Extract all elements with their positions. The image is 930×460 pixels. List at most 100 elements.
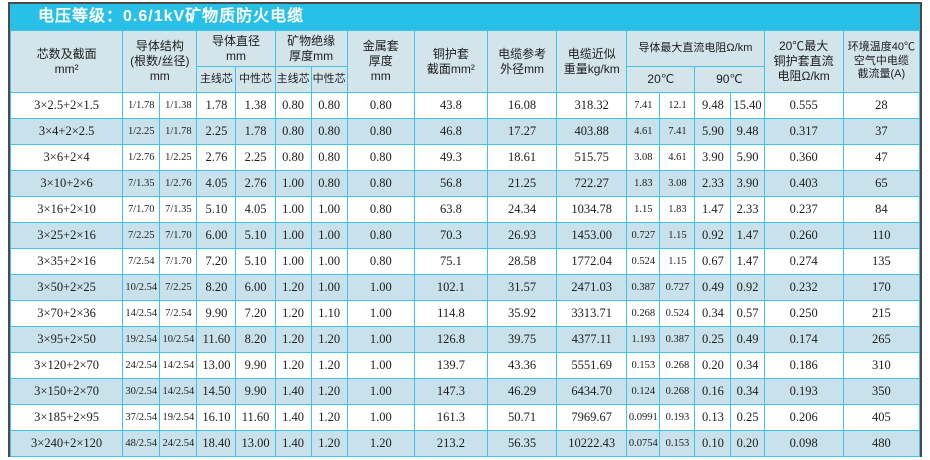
table-cell: 21.25 (486, 170, 558, 197)
header-core-size: 芯数及截面 mm² (9, 30, 124, 93)
table-cell: 16.08 (486, 92, 558, 119)
table-cell: 5.90 (730, 144, 765, 171)
table-cell: 1.20 (274, 326, 312, 353)
table-row: 3×35+2×16 7/2.54 7/1.70 7.20 5.10 1.00 1.00 0.8… (9, 248, 921, 275)
table-cell: 0.80 (346, 144, 415, 171)
table-cell: 63.8 (413, 196, 489, 223)
table-cell: 3×120+2×70 (9, 352, 124, 379)
table-cell: 0.34 (730, 378, 765, 405)
table-cell: 46.29 (486, 378, 558, 405)
table-cell: 1.00 (310, 222, 348, 249)
table-cell: 0.34 (694, 300, 732, 327)
table-cell: 1/1.78 (122, 92, 161, 119)
table-cell: 3×150+2×70 (9, 378, 124, 405)
table-cell: 14.50 (196, 378, 237, 405)
table-cell: 48/2.54 (122, 430, 161, 457)
table-cell: 9.90 (235, 352, 276, 379)
table-cell: 0.186 (763, 352, 844, 379)
table-cell: 0.80 (274, 118, 312, 145)
table-cell: 37 (842, 118, 921, 145)
table-cell: 3.08 (626, 144, 661, 171)
table-cell: 7.20 (196, 248, 237, 275)
table-cell: 7/1.35 (159, 196, 198, 223)
table-cell: 0.92 (694, 222, 732, 249)
table-cell: 1/2.25 (122, 118, 161, 145)
header-temp-20c: 20℃ (626, 66, 696, 93)
header-mineral-insulation: 矿物绝缘 厚度mm (274, 30, 348, 67)
table-cell: 18.40 (196, 430, 237, 457)
table-cell: 2.25 (235, 144, 276, 171)
table-cell: 1.00 (310, 248, 348, 275)
table-cell: 0.80 (310, 144, 348, 171)
table-cell: 3×50+2×25 (9, 274, 124, 301)
table-cell: 3×6+2×4 (9, 144, 124, 171)
table-cell: 1.10 (310, 300, 348, 327)
table-cell: 1.20 (310, 378, 348, 405)
table-cell: 10222.43 (556, 430, 628, 457)
table-cell: 11.60 (235, 404, 276, 431)
table-cell: 13.00 (196, 352, 237, 379)
table-cell: 84 (842, 196, 921, 223)
table-cell: 1.20 (310, 404, 348, 431)
table-cell: 14/2.54 (122, 300, 161, 327)
table-cell: 213.2 (413, 430, 489, 457)
table-row: 3×6+2×4 1/2.76 1/2.25 2.76 2.25 0.80 0.80 0.80 4… (9, 144, 921, 171)
table-cell: 265 (842, 326, 921, 353)
table-cell: 7/1.35 (122, 170, 161, 197)
table-cell: 3×2.5+2×1.5 (9, 92, 124, 119)
table-cell: 5.90 (694, 118, 732, 145)
table-cell: 0.153 (659, 430, 696, 457)
table-cell: 0.387 (626, 274, 661, 301)
table-cell: 102.1 (413, 274, 489, 301)
table-cell: 5.10 (235, 222, 276, 249)
table-cell: 6434.70 (556, 378, 628, 405)
table-cell: 0.25 (694, 326, 732, 353)
table-cell: 0.524 (659, 300, 696, 327)
table-cell: 1.40 (274, 404, 312, 431)
header-weight: 电缆近似 重量kg/km (556, 30, 628, 93)
table-cell: 0.268 (659, 378, 696, 405)
table-cell: 1.20 (346, 430, 415, 457)
table-cell: 1.00 (346, 300, 415, 327)
table-cell: 9.90 (196, 300, 237, 327)
cable-spec-table: 电压等级：0.6/1kV矿物质防火电缆 芯数及截面 mm² 导体结构 (根数/丝… (8, 2, 922, 457)
table-cell: 0.80 (310, 92, 348, 119)
table-row: 3×70+2×36 14/2.54 7/2.54 9.90 7.20 1.20 1.10 1.… (9, 300, 921, 327)
table-cell: 3×10+2×6 (9, 170, 124, 197)
table-cell: 39.75 (486, 326, 558, 353)
table-cell: 0.268 (659, 352, 696, 379)
table-cell: 5.10 (235, 248, 276, 275)
table-cell: 0.67 (694, 248, 732, 275)
table-cell: 1/1.78 (159, 118, 198, 145)
table-cell: 0.232 (763, 274, 844, 301)
table-cell: 0.10 (694, 430, 732, 457)
table-cell: 24/2.54 (122, 352, 161, 379)
table-cell: 2.33 (694, 170, 732, 197)
table-cell: 9.90 (235, 378, 276, 405)
table-cell: 135 (842, 248, 921, 275)
table-cell: 8.20 (196, 274, 237, 301)
table-cell: 0.16 (694, 378, 732, 405)
header-temp-90c: 90℃ (694, 66, 765, 93)
table-cell: 0.727 (659, 274, 696, 301)
table-cell: 7/2.25 (122, 222, 161, 249)
table-cell: 1.83 (626, 170, 661, 197)
table-cell: 8.20 (235, 326, 276, 353)
table-cell: 1/2.76 (122, 144, 161, 171)
table-cell: 3×240+2×120 (9, 430, 124, 457)
table-cell: 722.27 (556, 170, 628, 197)
table-cell: 30/2.54 (122, 378, 161, 405)
table-cell: 1.20 (274, 300, 312, 327)
header-sub-neutral-core: 中性芯 (235, 66, 276, 93)
header-ampacity: 环境温度40℃ 空气中电缆 截流量(A) (842, 30, 921, 93)
table-cell: 56.35 (486, 430, 558, 457)
table-cell: 350 (842, 378, 921, 405)
table-cell: 3×4+2×2.5 (9, 118, 124, 145)
table-cell: 5551.69 (556, 352, 628, 379)
table-cell: 1.83 (659, 196, 696, 223)
table-cell: 0.153 (626, 352, 661, 379)
table-cell: 7/2.54 (122, 248, 161, 275)
header-metal-sheath: 金属套 厚度 mm (346, 30, 415, 93)
table-cell: 24/2.54 (159, 430, 198, 457)
table-cell: 1.15 (659, 222, 696, 249)
